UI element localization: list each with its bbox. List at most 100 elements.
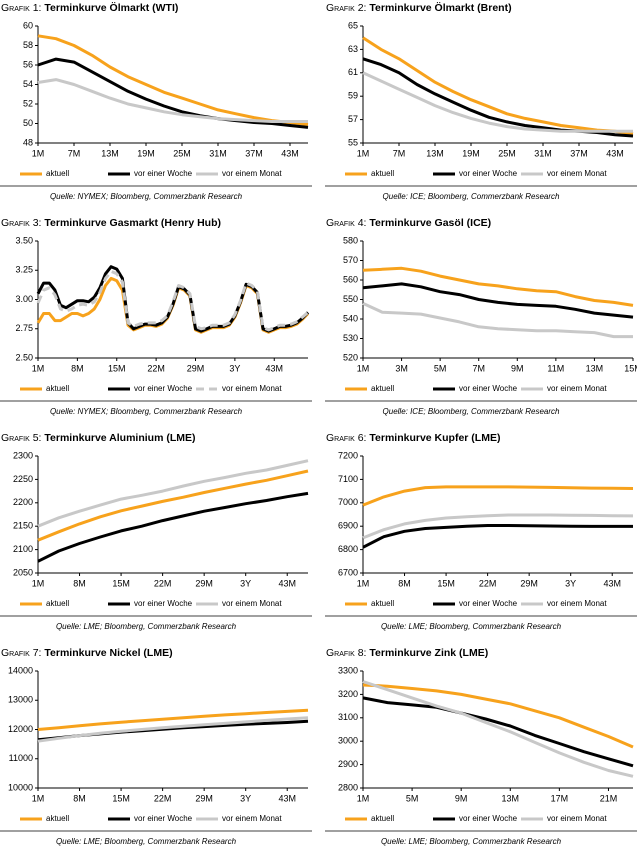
chart-title-text: Terminkurve Gasmarkt (Henry Hub) xyxy=(44,217,221,229)
x-tick-label: 22M xyxy=(479,578,497,588)
legend-label: aktuell xyxy=(371,814,394,823)
series-line xyxy=(362,683,634,749)
x-tick-label: 15M xyxy=(108,363,126,373)
series-line xyxy=(362,71,633,133)
chart-title-text: Terminkurve Nickel (LME) xyxy=(44,647,172,659)
series-line xyxy=(362,485,634,507)
y-tick-label: 2150 xyxy=(13,521,33,531)
x-tick-label: 31M xyxy=(209,148,227,158)
y-tick-label: 65 xyxy=(348,20,358,30)
y-tick-label: 61 xyxy=(348,67,358,77)
x-tick-label: 29M xyxy=(187,363,205,373)
y-tick-label: 54 xyxy=(23,79,33,89)
chart-title: Grafik 4: Terminkurve Gasöl (ICE) xyxy=(326,217,491,229)
legend-label: aktuell xyxy=(46,814,69,823)
x-tick-label: 15M xyxy=(112,578,130,588)
x-tick-label: 1M xyxy=(32,578,45,588)
y-tick-label: 580 xyxy=(343,235,358,245)
legend-label: aktuell xyxy=(371,599,394,608)
x-tick-label: 25M xyxy=(498,148,516,158)
x-tick-label: 8M xyxy=(73,578,86,588)
chart-panel: Grafik 8: Terminkurve Zink (LME) 2800 2900… xyxy=(325,647,637,846)
chart-panel: Grafik 2: Terminkurve Ölmarkt (Brent) 55 5… xyxy=(325,1,637,201)
chart-title: Grafik 2: Terminkurve Ölmarkt (Brent) xyxy=(326,1,512,14)
legend-label: aktuell xyxy=(371,169,394,178)
y-tick-label: 3100 xyxy=(338,712,358,722)
chart-label: Grafik 5: xyxy=(1,432,41,444)
series-line xyxy=(362,696,634,768)
y-tick-label: 530 xyxy=(343,333,358,343)
chart-label: Grafik 2: xyxy=(326,2,366,14)
x-tick-label: 9M xyxy=(455,793,468,803)
chart-title-text: Terminkurve Kupfer (LME) xyxy=(369,432,500,444)
legend-label: vor einem Monat xyxy=(547,169,607,178)
y-tick-label: 56 xyxy=(23,59,33,69)
y-tick-label: 58 xyxy=(23,40,33,50)
x-tick-label: 3Y xyxy=(240,793,251,803)
legend-label: vor einer Woche xyxy=(134,384,193,393)
chart-label: Grafik 6: xyxy=(326,432,366,444)
series-line xyxy=(362,282,634,319)
y-tick-label: 59 xyxy=(348,91,358,101)
y-tick-label: 550 xyxy=(343,294,358,304)
series-line xyxy=(362,266,634,307)
chart-title: Grafik 7: Terminkurve Nickel (LME) xyxy=(1,647,173,659)
chart-label: Grafik 7: xyxy=(1,647,41,659)
series-line xyxy=(37,34,309,126)
y-tick-label: 7100 xyxy=(338,474,358,484)
y-tick-label: 7200 xyxy=(338,450,358,460)
series-line xyxy=(37,459,309,528)
chart-title-text: Terminkurve Zink (LME) xyxy=(369,647,488,659)
chart-title-text: Terminkurve Ölmarkt (Brent) xyxy=(369,1,511,14)
x-tick-label: 8M xyxy=(73,793,86,803)
x-tick-label: 7M xyxy=(68,148,81,158)
y-tick-label: 11000 xyxy=(9,753,33,763)
chart-title-text: Terminkurve Ölmarkt (WTI) xyxy=(44,1,178,14)
y-tick-label: 60 xyxy=(23,20,33,30)
y-tick-label: 2.75 xyxy=(15,323,33,333)
chart-panel: Grafik 7: Terminkurve Nickel (LME)100001… xyxy=(0,647,312,846)
legend-label: aktuell xyxy=(46,169,69,178)
x-tick-label: 13M xyxy=(426,148,444,158)
x-tick-label: 22M xyxy=(154,578,172,588)
x-tick-label: 1M xyxy=(32,793,45,803)
chart-title: Grafik 3: Terminkurve Gasmarkt (Henry Hu… xyxy=(1,217,221,229)
x-tick-label: 21M xyxy=(600,793,618,803)
legend-label: vor einem Monat xyxy=(547,384,607,393)
x-tick-label: 13M xyxy=(502,793,520,803)
y-tick-label: 48 xyxy=(23,137,33,147)
x-tick-label: 15M xyxy=(112,793,130,803)
y-tick-label: 560 xyxy=(343,274,358,284)
x-tick-label: 3Y xyxy=(240,578,251,588)
x-tick-label: 15M xyxy=(624,363,637,373)
y-tick-label: 2800 xyxy=(338,782,358,792)
y-tick-label: 12000 xyxy=(8,724,33,734)
y-tick-label: 3300 xyxy=(338,665,358,675)
y-tick-label: 2200 xyxy=(13,497,33,507)
series-line xyxy=(37,469,309,542)
chart-label: Grafik 4: xyxy=(326,217,366,229)
x-tick-label: 37M xyxy=(570,148,588,158)
source-note: Quelle: LME; Bloomberg, Commerzbank Rese… xyxy=(56,622,237,631)
legend-label: vor einer Woche xyxy=(134,814,193,823)
series-line xyxy=(36,269,309,332)
y-tick-label: 6800 xyxy=(338,544,358,554)
y-tick-label: 2300 xyxy=(13,450,33,460)
x-tick-label: 1M xyxy=(357,148,370,158)
y-tick-label: 520 xyxy=(343,352,358,362)
series-line xyxy=(362,524,633,549)
series-line xyxy=(37,491,309,563)
x-tick-label: 8M xyxy=(398,578,411,588)
x-tick-label: 1M xyxy=(357,363,370,373)
x-tick-label: 9M xyxy=(511,363,524,373)
chart-label: Grafik 1: xyxy=(1,2,41,14)
legend-label: aktuell xyxy=(46,599,69,608)
chart-panel: Grafik 1: Terminkurve Ölmarkt (WTI) 48 50 5… xyxy=(0,1,312,201)
x-tick-label: 43M xyxy=(606,148,624,158)
x-tick-label: 3Y xyxy=(229,363,240,373)
y-tick-label: 7000 xyxy=(338,497,358,507)
chart-label: Grafik 8: xyxy=(326,647,366,659)
x-tick-label: 29M xyxy=(195,793,213,803)
chart-label: Grafik 3: xyxy=(1,217,41,229)
